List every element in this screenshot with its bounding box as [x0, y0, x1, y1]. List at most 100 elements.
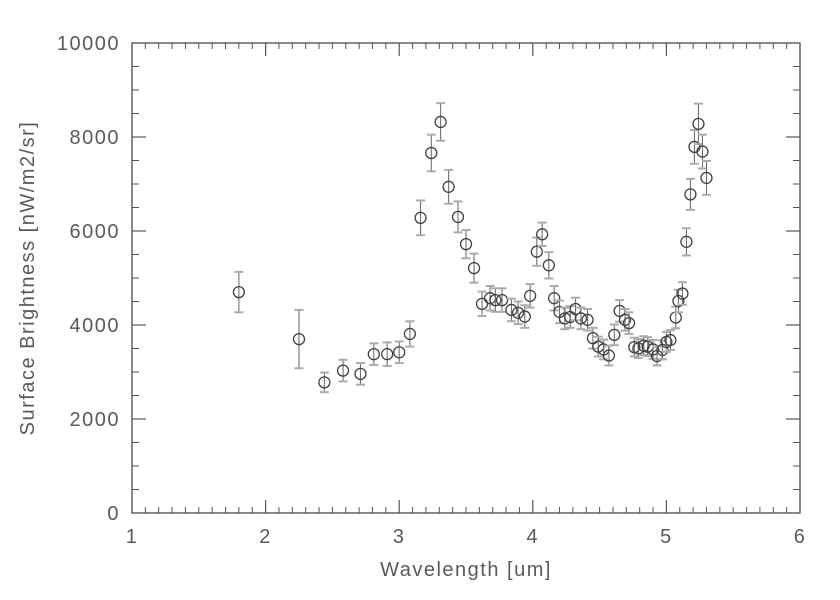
data-point-group [318, 371, 331, 394]
data-point-group [669, 305, 682, 330]
y-axis-label: Surface Brightness [nW/m2/sr] [17, 121, 39, 436]
data-point-group [680, 227, 693, 257]
data-point-group [467, 252, 481, 284]
data-point-group [336, 358, 350, 383]
data-point-group [505, 297, 518, 323]
tick-labels: 1 2 3 4 5 6 0 2000 4000 6000 8000 10000 [57, 33, 807, 548]
point-marker [459, 238, 473, 251]
data-point-group [664, 329, 677, 351]
point-marker [646, 343, 660, 356]
point-marker [451, 210, 465, 224]
y-tick-label: 4000 [70, 315, 121, 337]
y-tick-label: 0 [107, 503, 120, 525]
data-point-group [548, 284, 561, 312]
data-point-group [523, 283, 537, 309]
data-point-group [475, 290, 489, 318]
data-point-group [676, 281, 689, 306]
point-marker [475, 297, 489, 311]
point-marker [608, 328, 621, 342]
data-point-group [434, 102, 447, 142]
point-marker [336, 364, 350, 377]
data-point-group [354, 362, 367, 386]
y-tick-label: 8000 [70, 127, 121, 149]
point-marker [232, 285, 246, 299]
point-marker [425, 146, 438, 160]
point-marker [518, 310, 531, 323]
data-point-group [495, 287, 509, 313]
point-marker [489, 293, 502, 307]
data-point-group [232, 270, 246, 314]
data-point-group [518, 304, 531, 329]
data-point-group [696, 133, 709, 170]
point-marker [318, 376, 331, 389]
x-tick-label: 6 [794, 526, 807, 548]
tick-marks [131, 42, 801, 514]
point-marker [367, 347, 380, 361]
point-marker [530, 245, 543, 258]
data-point-group [574, 306, 588, 331]
data-point-group [459, 229, 473, 260]
x-tick-label: 1 [126, 526, 139, 548]
point-marker [684, 188, 697, 201]
point-marker [664, 333, 677, 347]
data-point-group [602, 344, 616, 367]
data-point-group [542, 251, 555, 280]
data-point-group [489, 287, 502, 313]
data-point-group [292, 308, 306, 370]
axes [131, 42, 801, 514]
x-axis-label: Wavelength [um] [380, 559, 552, 581]
data-points [232, 102, 713, 394]
point-marker [672, 294, 685, 308]
y-tick-label: 2000 [70, 409, 121, 431]
point-marker [393, 346, 406, 359]
point-marker [505, 303, 518, 317]
data-point-group [381, 341, 394, 367]
point-marker [381, 347, 394, 361]
data-point-group [442, 168, 455, 205]
point-marker [548, 292, 561, 305]
y-tick-label: 6000 [70, 221, 121, 243]
plot-box [131, 42, 801, 514]
point-marker [602, 349, 616, 362]
data-point-group [511, 300, 525, 326]
point-marker [511, 306, 525, 319]
point-marker [618, 313, 632, 326]
data-point-group [414, 199, 427, 237]
data-point-group [688, 128, 701, 165]
data-point-group [684, 177, 697, 211]
data-point-group [530, 236, 543, 267]
data-point-group [367, 342, 380, 366]
point-marker [700, 171, 713, 185]
x-tick-label: 2 [259, 526, 272, 548]
data-point-group [692, 102, 705, 146]
y-tick-label: 10000 [57, 33, 120, 55]
point-marker [467, 261, 481, 275]
point-marker [354, 367, 367, 381]
point-marker [292, 332, 306, 346]
x-tick-label: 5 [660, 526, 673, 548]
point-marker [542, 259, 555, 272]
data-point-group [403, 320, 417, 348]
point-marker [574, 312, 588, 325]
point-marker [434, 115, 447, 129]
point-marker [676, 287, 689, 300]
data-point-group [581, 308, 594, 332]
point-marker [622, 316, 636, 330]
point-marker [536, 228, 549, 241]
point-marker [495, 293, 509, 307]
point-marker [680, 235, 693, 248]
data-point-group [451, 200, 465, 234]
data-point-group [425, 133, 438, 173]
point-marker [442, 180, 455, 193]
point-marker [692, 117, 705, 130]
point-marker [696, 145, 709, 158]
data-point-group [672, 288, 685, 314]
data-point-group [393, 340, 406, 365]
data-point-group [700, 159, 713, 196]
x-tick-label: 3 [393, 526, 406, 548]
point-marker [403, 327, 417, 341]
data-point-group [622, 311, 636, 335]
data-point-group [536, 221, 549, 248]
